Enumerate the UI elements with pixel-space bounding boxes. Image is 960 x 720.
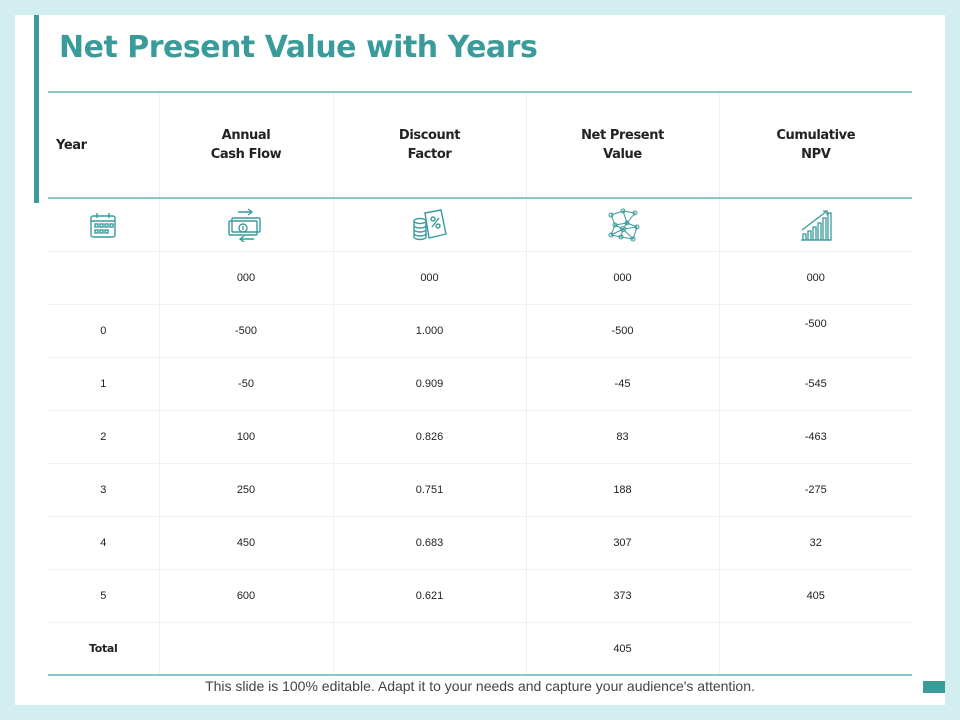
- table-row: 5 600 0.621 373 405: [48, 569, 912, 623]
- header-cash-flow-line1: Annual: [221, 128, 271, 143]
- total-cumulative: [718, 622, 912, 676]
- cell-year: 2: [48, 410, 159, 464]
- cell-year: 0: [48, 304, 159, 358]
- cell-discount-factor: 0.683: [332, 516, 526, 570]
- header-discount-line1: Discount: [398, 128, 461, 143]
- table-row: 0 -500 1.000 -500 -500: [48, 304, 912, 358]
- cell-cash-flow: 450: [158, 516, 333, 570]
- cell-cash-flow: 250: [158, 463, 333, 517]
- total-discount: [332, 622, 526, 676]
- header-discount-factor: Discount Factor: [332, 91, 526, 199]
- table-row: 2 100 0.826 83 -463: [48, 410, 912, 464]
- cash-flow-icon: [158, 198, 333, 252]
- cell-cumulative: -275: [718, 463, 912, 517]
- header-discount-line2: Factor: [407, 147, 452, 162]
- cell-cumulative: 32: [718, 516, 912, 570]
- cell-year: 4: [48, 516, 159, 570]
- cell-cumulative: 405: [718, 569, 912, 623]
- units-row: 000 000 000 000: [48, 251, 912, 305]
- table-row: 4 450 0.683 307 32: [48, 516, 912, 570]
- cell-discount-factor: 0.751: [332, 463, 526, 517]
- total-row: Total 405: [48, 622, 912, 676]
- header-cumulative-line1: Cumulative: [776, 128, 856, 143]
- units-cell-cash-flow: 000: [158, 251, 333, 305]
- cell-cash-flow: 600: [158, 569, 333, 623]
- table-row: 3 250 0.751 188 -275: [48, 463, 912, 517]
- header-cumulative-npv: Cumulative NPV: [718, 91, 912, 199]
- discount-coins-icon: [332, 198, 526, 252]
- npv-table: Year Annual Cash Flow Discount Factor Net …: [48, 91, 912, 676]
- cell-cash-flow: -50: [158, 357, 333, 411]
- header-cash-flow-line2: Cash Flow: [210, 147, 282, 162]
- units-cell-discount: 000: [332, 251, 526, 305]
- cell-discount-factor: 0.909: [332, 357, 526, 411]
- cell-cumulative-value: -500: [804, 318, 827, 330]
- growth-bars-icon: [718, 198, 912, 252]
- header-npv-line1: Net Present: [581, 128, 664, 143]
- icon-row: [48, 198, 912, 252]
- page-title: Net Present Value with Years: [59, 30, 538, 65]
- cell-cash-flow: -500: [158, 304, 333, 358]
- accent-bar: [34, 15, 39, 203]
- network-icon: [525, 198, 719, 252]
- cell-discount-factor: 0.621: [332, 569, 526, 623]
- header-cash-flow: Annual Cash Flow: [158, 91, 333, 199]
- cell-discount-factor: 1.000: [332, 304, 526, 358]
- cell-discount-factor: 0.826: [332, 410, 526, 464]
- cell-cumulative: -500: [718, 304, 912, 358]
- cell-cumulative: -545: [718, 357, 912, 411]
- units-cell-year: [48, 251, 159, 305]
- total-npv: 405: [525, 622, 719, 676]
- cell-npv: 188: [525, 463, 719, 517]
- units-cell-cumulative: 000: [718, 251, 912, 305]
- units-cell-npv: 000: [525, 251, 719, 305]
- cell-npv: -45: [525, 357, 719, 411]
- total-cash-flow: [158, 622, 333, 676]
- cell-cash-flow: 100: [158, 410, 333, 464]
- cell-npv: 83: [525, 410, 719, 464]
- cell-npv: 373: [525, 569, 719, 623]
- table-row: 1 -50 0.909 -45 -545: [48, 357, 912, 411]
- footer-note: This slide is 100% editable. Adapt it to…: [205, 678, 755, 694]
- cell-year: 1: [48, 357, 159, 411]
- total-label: Total: [48, 622, 159, 676]
- corner-accent: [923, 681, 945, 693]
- header-npv-line2: Value: [603, 147, 642, 162]
- header-year: Year: [48, 91, 159, 199]
- calendar-icon: [48, 198, 159, 252]
- cell-cumulative: -463: [718, 410, 912, 464]
- header-net-present-value: Net Present Value: [525, 91, 719, 199]
- header-year-label: Year: [56, 137, 87, 153]
- header-cumulative-line2: NPV: [801, 147, 831, 162]
- cell-npv: 307: [525, 516, 719, 570]
- table-header-row: Year Annual Cash Flow Discount Factor Net …: [48, 91, 912, 199]
- cell-year: 5: [48, 569, 159, 623]
- cell-year: 3: [48, 463, 159, 517]
- cell-npv: -500: [525, 304, 719, 358]
